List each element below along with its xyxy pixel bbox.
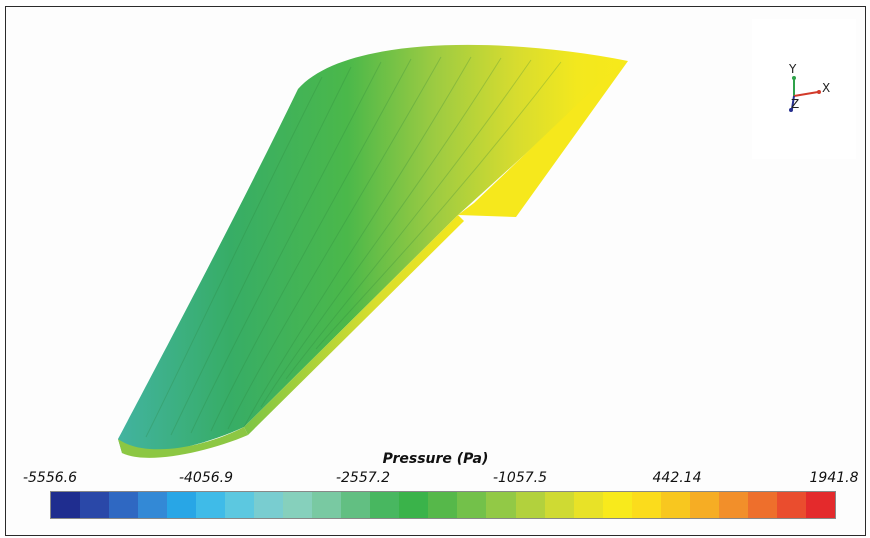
colorbar-swatch — [370, 492, 400, 518]
colorbar-swatch — [573, 492, 603, 518]
colorbar-swatch — [399, 492, 429, 518]
colorbar-tick-label: 442.14 — [652, 470, 702, 486]
colorbar-tick-label: -1057.5 — [492, 470, 548, 486]
axis-z-label: Z — [791, 97, 800, 111]
colorbar-swatch — [631, 492, 661, 518]
colorbar-swatch — [602, 492, 632, 518]
wing-flap-step — [458, 61, 628, 217]
wing-surface-plot — [118, 44, 628, 458]
colorbar-swatch — [776, 492, 806, 518]
colorbar-swatch — [689, 492, 719, 518]
colorbar-tick-label: 1941.8 — [809, 470, 859, 486]
colorbar-swatch — [283, 492, 313, 518]
colorbar-tick-label: -4056.9 — [178, 470, 234, 486]
colorbar-swatch — [51, 492, 81, 518]
colorbar-tick-label: -5556.6 — [22, 470, 78, 486]
wing-upper-surface — [118, 44, 628, 455]
colorbar-swatch — [254, 492, 284, 518]
render-viewport: Y X Z Pressure (Pa) -5556.6 -4056.9 -255… — [5, 6, 866, 536]
colorbar-swatch — [660, 492, 690, 518]
colorbar-swatch — [312, 492, 342, 518]
colorbar-swatch — [718, 492, 748, 518]
colorbar-swatch — [138, 492, 168, 518]
colorbar-swatch — [167, 492, 197, 518]
axis-triad-lines — [789, 76, 821, 112]
colorbar-swatch — [747, 492, 777, 518]
colorbar-swatch — [428, 492, 458, 518]
colorbar-tick-label: -2557.2 — [335, 470, 391, 486]
colorbar-tick-labels: -5556.6 -4056.9 -2557.2 -1057.5 442.14 1… — [6, 470, 865, 488]
colorbar-swatch — [341, 492, 371, 518]
colorbar-swatch — [805, 492, 835, 518]
wing-tip-edge — [118, 427, 248, 458]
colorbar-swatch — [544, 492, 574, 518]
colorbar-swatch — [80, 492, 110, 518]
axis-triad: Y X Z — [752, 19, 856, 159]
colorbar-title: Pressure (Pa) — [382, 451, 489, 467]
colorbar-swatch — [515, 492, 545, 518]
wing-contour-bands — [145, 56, 562, 438]
wing-trailing-edge — [244, 215, 464, 435]
pressure-colorbar — [50, 491, 836, 519]
axis-x-label: X — [822, 81, 831, 95]
colorbar-swatch — [486, 492, 516, 518]
colorbar-swatch — [457, 492, 487, 518]
colorbar-swatch — [225, 492, 255, 518]
axis-y-label: Y — [789, 62, 797, 76]
colorbar-swatch — [109, 492, 139, 518]
colorbar-swatch — [196, 492, 226, 518]
